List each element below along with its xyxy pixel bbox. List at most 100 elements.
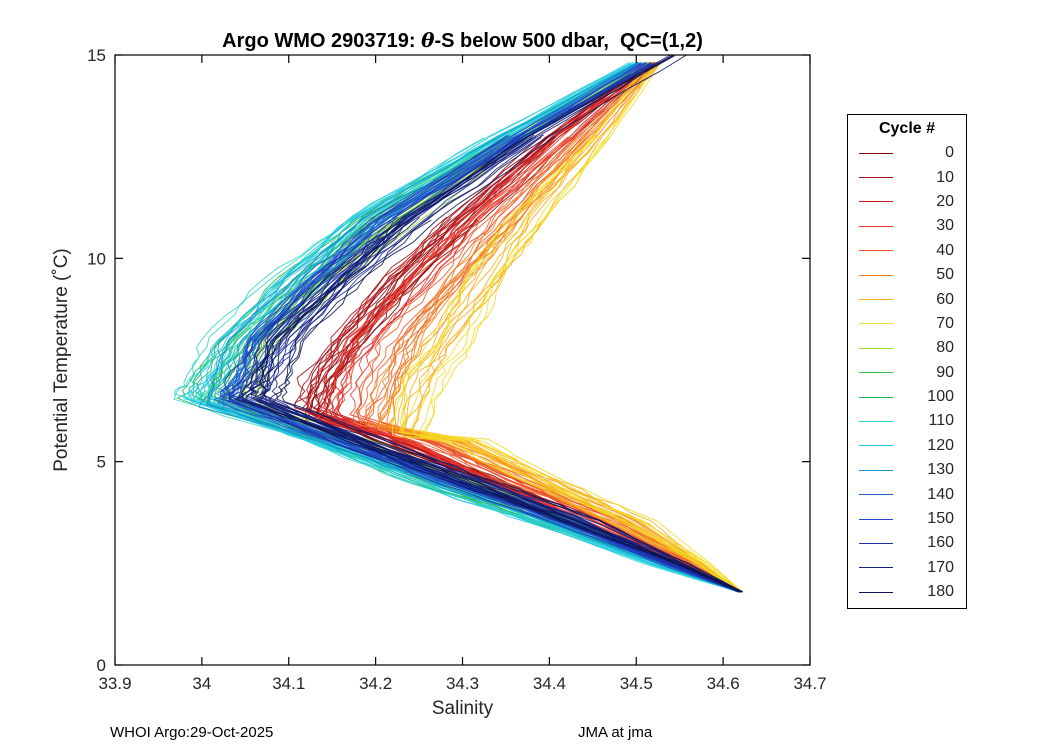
x-tick-label: 34.4 — [533, 674, 566, 693]
footer-credit-whoi: WHOI Argo:29-Oct-2025 — [110, 724, 274, 741]
legend-label: 180 — [927, 583, 954, 601]
legend-label: 90 — [936, 363, 954, 381]
profile-line-cycle-150 — [221, 63, 740, 593]
legend-line-sample — [859, 518, 893, 520]
legend-entry-80: 80 — [848, 336, 966, 360]
profile-line-cycle-70 — [412, 62, 743, 593]
legend-line-sample — [859, 372, 893, 374]
chart-title-pre: Argo WMO 2903719: — [222, 30, 422, 52]
profile-line-cycle-110 — [175, 61, 740, 593]
legend-label: 30 — [936, 217, 954, 235]
profile-line-cycle-180 — [249, 55, 740, 593]
legend-label: 10 — [936, 168, 954, 186]
legend-entry-140: 140 — [848, 482, 966, 506]
profile-line-cycle-180 — [256, 55, 740, 593]
legend-label: 140 — [927, 485, 954, 503]
profile-line-cycle-150 — [225, 62, 741, 593]
legend-label: 120 — [927, 436, 954, 454]
legend-line-sample — [859, 567, 893, 569]
profile-line-cycle-100 — [192, 135, 741, 593]
legend-label: 0 — [945, 144, 954, 162]
legend-line-sample — [859, 347, 893, 349]
profile-line-cycle-60 — [377, 63, 741, 593]
legend-entry-50: 50 — [848, 263, 966, 287]
legend-line-sample — [859, 445, 893, 447]
profile-line-cycle-50 — [385, 61, 742, 593]
legend-line-sample — [859, 201, 893, 203]
legend-line-sample — [859, 152, 893, 154]
legend-label: 110 — [928, 412, 954, 430]
legend-line-sample — [859, 494, 893, 496]
profile-line-cycle-170 — [238, 55, 740, 592]
legend-entry-120: 120 — [848, 434, 966, 458]
legend-label: 50 — [936, 266, 954, 284]
legend-line-sample — [859, 225, 893, 227]
legend-label: 100 — [927, 388, 954, 406]
x-tick-label: 34.5 — [620, 674, 653, 693]
legend-line-sample — [859, 299, 893, 301]
profile-lines — [173, 55, 744, 593]
y-tick-label: 15 — [87, 46, 106, 65]
profile-line-cycle-170 — [261, 134, 743, 593]
x-tick-label: 34.7 — [793, 674, 826, 693]
chart-title: Argo WMO 2903719: θ-S below 500 dbar, QC… — [115, 28, 810, 53]
footer-credit-jma: JMA at jma — [578, 724, 653, 741]
legend-line-sample — [859, 274, 893, 276]
profile-line-cycle-140 — [219, 62, 741, 593]
profile-line-cycle-30 — [318, 63, 739, 593]
legend-entry-60: 60 — [848, 287, 966, 311]
y-tick-label: 5 — [97, 453, 106, 472]
profile-line-cycle-150 — [219, 62, 741, 593]
legend-entry-110: 110 — [848, 409, 966, 433]
profile-line-cycle-70 — [401, 137, 739, 592]
legend-label: 130 — [927, 461, 954, 479]
profile-line-cycle-160 — [223, 134, 739, 593]
legend-entry-170: 170 — [848, 556, 966, 580]
legend-label: 80 — [936, 339, 954, 357]
legend-label: 150 — [927, 510, 954, 528]
legend-entry-0: 0 — [848, 141, 966, 165]
legend-label: 170 — [927, 558, 954, 576]
y-tick-label: 10 — [87, 249, 106, 268]
profile-line-cycle-40 — [353, 134, 740, 593]
profile-line-cycle-180 — [234, 55, 740, 593]
profile-line-cycle-170 — [271, 219, 743, 593]
legend-entry-150: 150 — [848, 507, 966, 531]
y-tick-label: 0 — [97, 656, 106, 675]
profile-line-cycle-40 — [379, 215, 743, 593]
legend-line-sample — [859, 250, 893, 252]
profile-line-cycle-130 — [198, 216, 739, 593]
legend-entry-180: 180 — [848, 580, 966, 604]
profile-line-cycle-70 — [418, 63, 742, 593]
legend-entry-130: 130 — [848, 458, 966, 482]
legend-line-sample — [859, 323, 893, 325]
profile-line-cycle-70 — [398, 136, 740, 593]
legend-entry-90: 90 — [848, 361, 966, 385]
x-tick-label: 34.1 — [272, 674, 305, 693]
profile-line-cycle-110 — [183, 61, 742, 593]
profile-line-cycle-180 — [258, 218, 741, 593]
chart-title-theta: θ — [421, 28, 435, 52]
profile-line-cycle-30 — [323, 62, 741, 593]
legend-line-sample — [859, 542, 893, 544]
profile-line-cycle-10 — [293, 134, 739, 593]
legend-entry-20: 20 — [848, 190, 966, 214]
legend-entry-40: 40 — [848, 239, 966, 263]
profile-line-cycle-70 — [423, 136, 743, 592]
legend-entries: 0 10 20 30 40 50 60 70 80 90 100 110 120 130 140 150 160… — [848, 141, 966, 604]
profile-line-cycle-180 — [271, 55, 743, 593]
profile-line-cycle-70 — [392, 62, 739, 593]
legend-line-sample — [859, 591, 893, 593]
legend: Cycle # 0 10 20 30 40 50 60 70 80 90 100 110 120 130 1… — [847, 114, 967, 610]
x-tick-label: 34.2 — [359, 674, 392, 693]
legend-entry-100: 100 — [848, 385, 966, 409]
profile-line-cycle-130 — [206, 62, 739, 593]
legend-entry-160: 160 — [848, 531, 966, 555]
profile-line-cycle-50 — [359, 136, 741, 593]
x-axis-label: Salinity — [431, 698, 494, 719]
legend-line-sample — [859, 420, 893, 422]
legend-label: 60 — [936, 290, 954, 308]
legend-entry-30: 30 — [848, 214, 966, 238]
